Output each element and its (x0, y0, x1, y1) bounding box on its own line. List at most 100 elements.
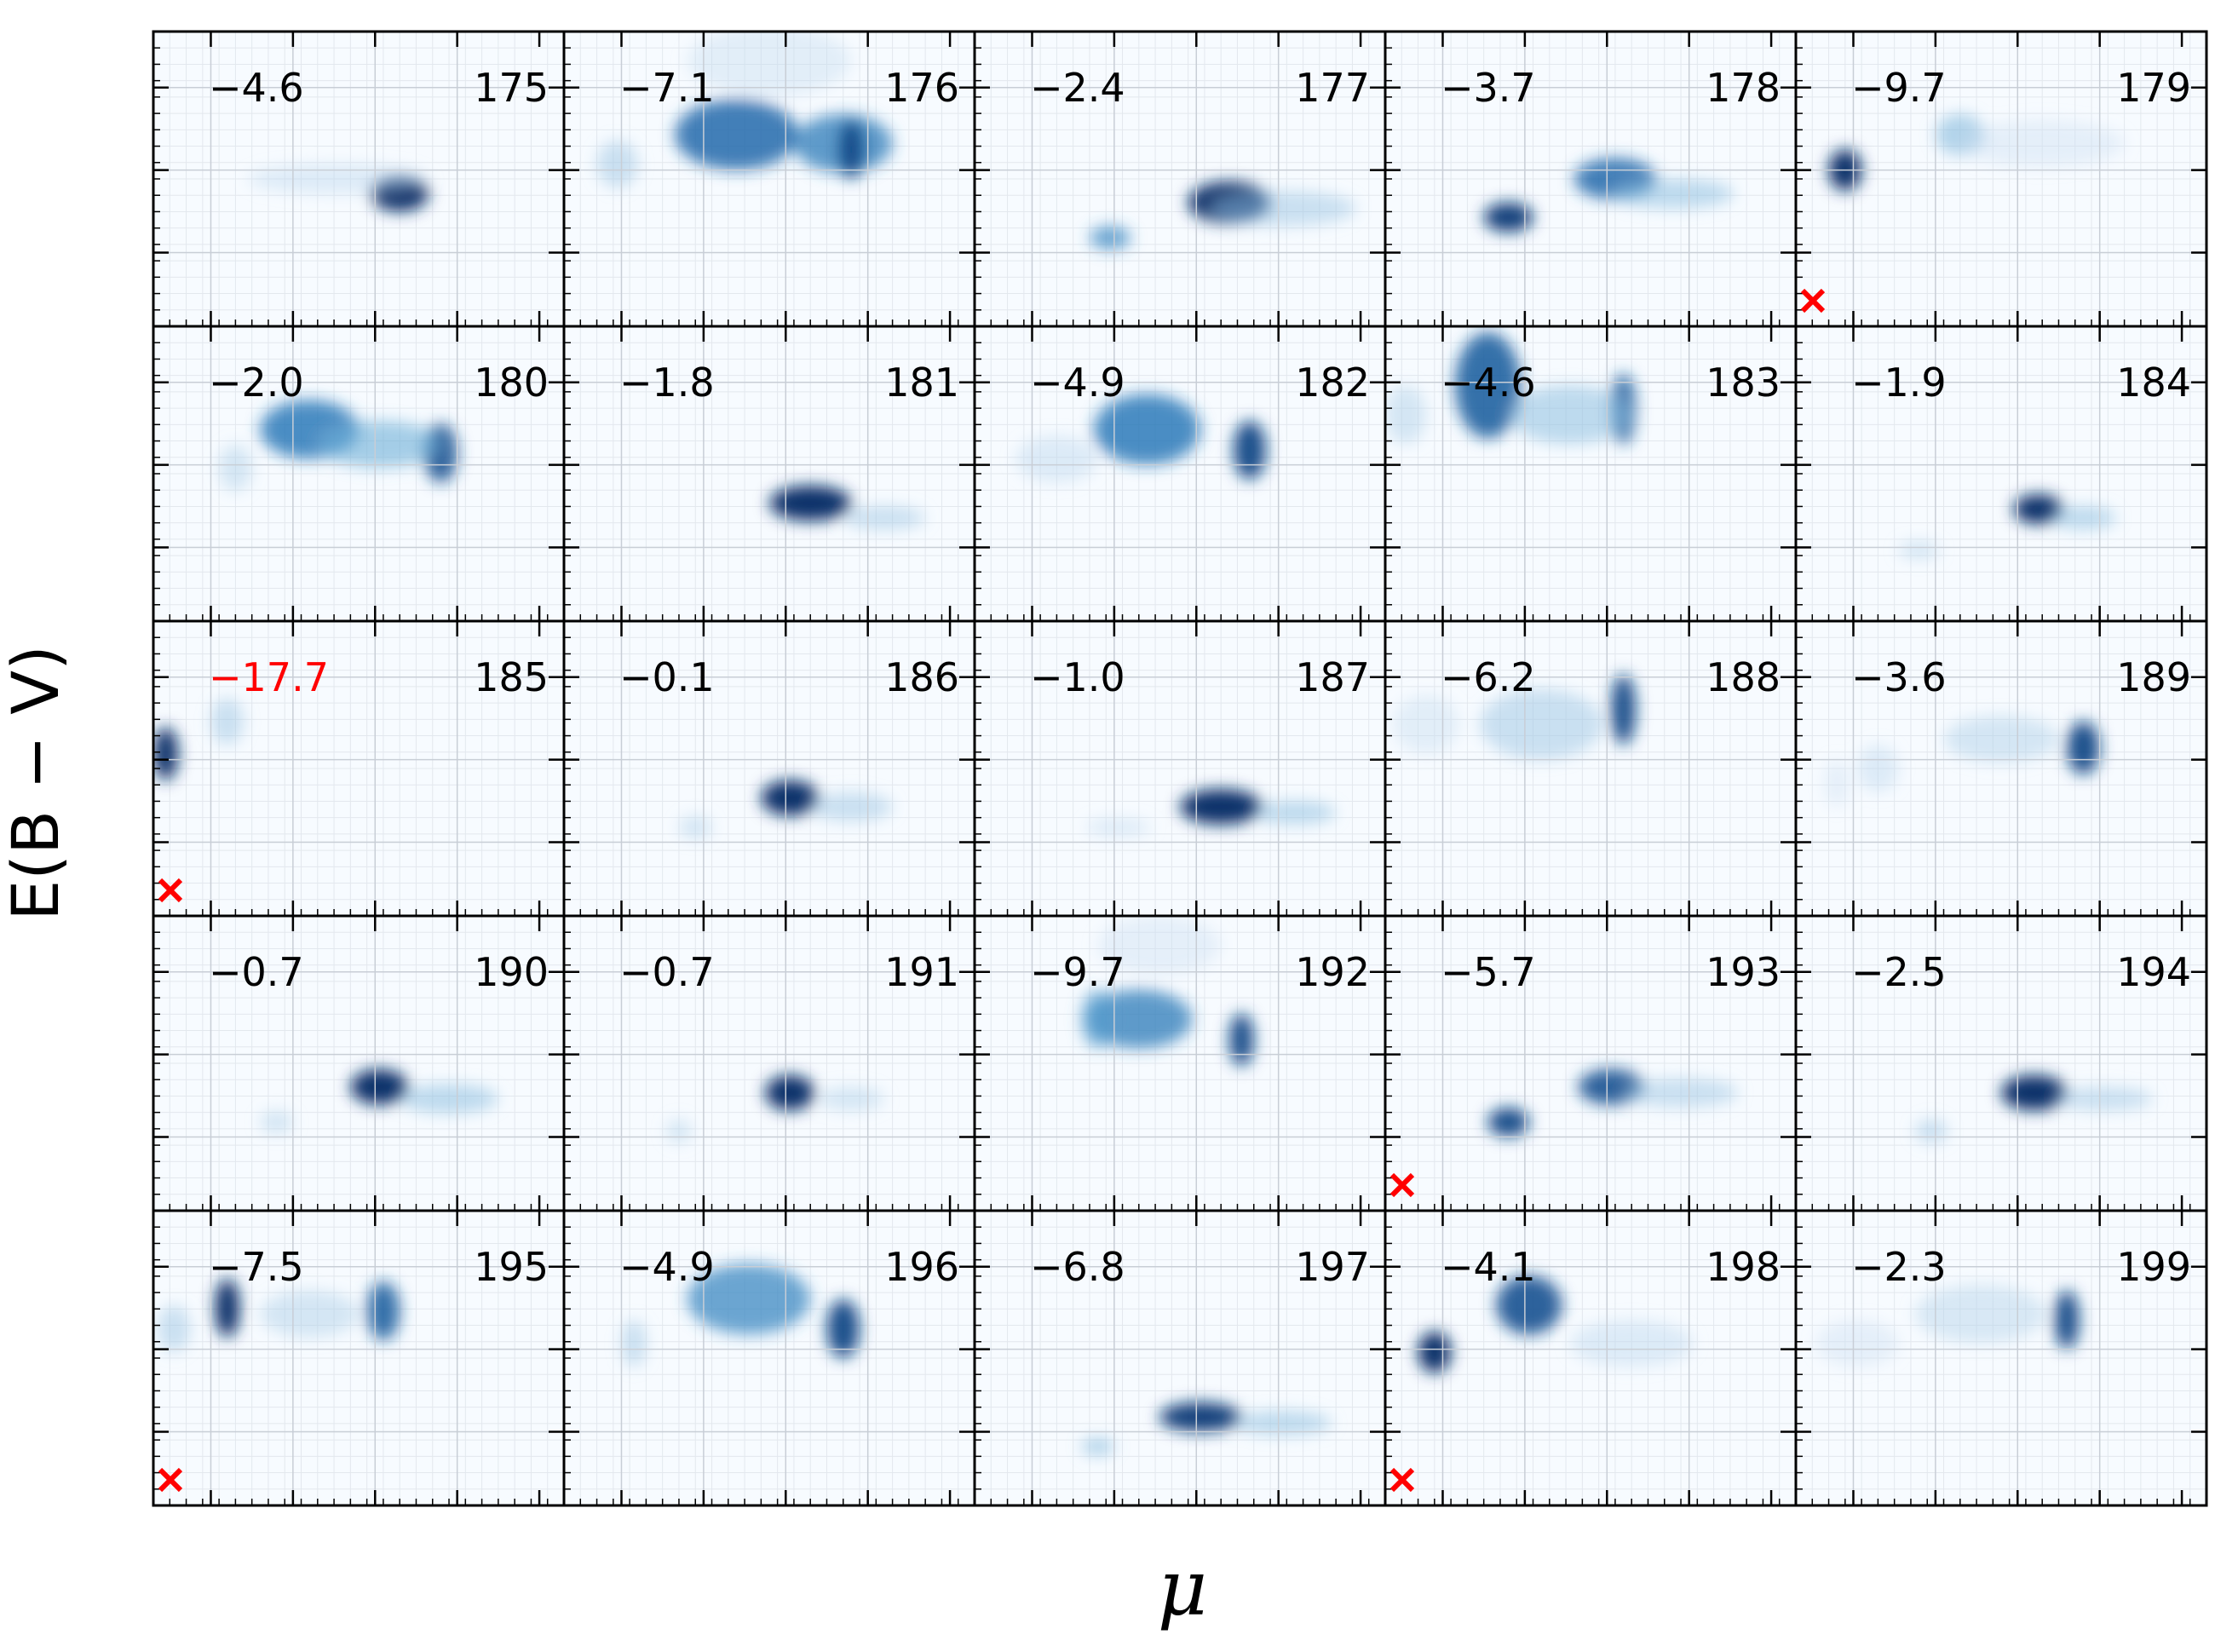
density-blob (675, 99, 798, 170)
panel-score-label: −7.1 (619, 65, 715, 111)
panel-id-label: 175 (474, 65, 549, 111)
panel-score-label: −4.1 (1441, 1244, 1536, 1290)
panel-id-label: 179 (2116, 65, 2191, 111)
density-blob (1253, 801, 1337, 825)
panel-id-label: 188 (1706, 654, 1781, 700)
panel-193: −5.7 193 (1384, 914, 1798, 1212)
density-blob (843, 506, 926, 530)
panel-score-label: −4.6 (1441, 360, 1536, 406)
flag-x-marker (1800, 288, 1826, 314)
panel-178: −3.7 178 (1384, 30, 1798, 328)
density-blob (621, 1320, 647, 1367)
panel-177: −2.4 177 (973, 30, 1387, 328)
density-blob (2050, 506, 2116, 530)
density-blob (2054, 1086, 2154, 1111)
density-blob (761, 780, 819, 816)
density-blob (2067, 721, 2100, 774)
density-blob (769, 485, 852, 521)
x-axis-label: μ (1158, 1544, 1208, 1633)
density-blob (2013, 494, 2063, 524)
density-blob (1824, 759, 1850, 807)
panel-175: −4.6 175 (152, 30, 566, 328)
panel-score-label: −2.4 (1030, 65, 1125, 111)
density-blob (1496, 1275, 1562, 1335)
density-blob (219, 444, 252, 492)
density-blob (1081, 989, 1114, 1049)
density-blob (215, 1278, 240, 1338)
panel-id-label: 189 (2116, 654, 2191, 700)
density-blob (1015, 435, 1098, 483)
panel-188: −6.2 188 (1384, 619, 1798, 918)
density-blob (1159, 1402, 1242, 1432)
panel-184: −1.9 184 (1794, 325, 2208, 623)
density-blob (1228, 1013, 1254, 1067)
density-blob (157, 1304, 191, 1353)
density-blob (317, 420, 441, 469)
density-blob (210, 697, 245, 745)
density-blob (350, 1068, 408, 1105)
panel-196: −4.9 196 (562, 1209, 976, 1507)
density-blob (1180, 789, 1263, 825)
panel-195: −7.5 195 (152, 1209, 566, 1507)
density-blob (1097, 916, 1222, 976)
panel-179: −9.7 179 (1794, 30, 2208, 328)
panel-score-label: −6.2 (1441, 654, 1536, 700)
panel-score-label: −1.0 (1030, 654, 1125, 700)
density-blob (1085, 818, 1152, 837)
density-blob (838, 119, 864, 179)
panel-score-label: −1.8 (619, 360, 715, 406)
density-blob (765, 1074, 815, 1111)
flag-x-marker (1389, 1172, 1415, 1198)
density-blob (1569, 1320, 1694, 1367)
panel-id-label: 187 (1295, 654, 1370, 700)
panels-layer: −4.6 175 −7.1 176 −2.4 177 −3.7 178 −9.7 179 −2.0 1… (152, 30, 2208, 1507)
density-blob (810, 791, 893, 822)
density-blob (2054, 1290, 2080, 1350)
density-blob (687, 1263, 811, 1335)
density-blob (153, 727, 178, 780)
density-blob (1483, 202, 1533, 233)
panel-id-label: 190 (474, 949, 549, 995)
density-blob (1393, 694, 1459, 754)
flag-x-marker (158, 1467, 183, 1493)
y-axis-label: E(B − V) (0, 645, 73, 920)
panel-197: −6.8 197 (973, 1209, 1387, 1507)
panel-187: −1.0 187 (973, 619, 1387, 918)
panel-score-label: −2.5 (1851, 949, 1947, 995)
panel-id-label: 181 (884, 360, 959, 406)
panel-id-label: 184 (2116, 360, 2191, 406)
density-blob (1487, 1107, 1529, 1137)
density-blob (678, 815, 712, 840)
panel-score-label: −2.3 (1851, 1244, 1947, 1290)
panel-score-label: −0.7 (619, 949, 715, 995)
panel-182: −4.9 182 (973, 325, 1387, 623)
density-blob (1089, 226, 1131, 250)
density-blob (1611, 179, 1735, 209)
panel-194: −2.5 194 (1794, 914, 2208, 1212)
panel-190: −0.7 190 (152, 914, 566, 1212)
panel-frame (1794, 1209, 2208, 1507)
panel-id-label: 178 (1706, 65, 1781, 111)
panel-id-label: 177 (1295, 65, 1370, 111)
panel-score-label: −17.7 (209, 654, 329, 700)
density-blob (260, 1110, 293, 1135)
panel-198: −4.1 198 (1384, 1209, 1798, 1507)
flag-x-marker (158, 878, 183, 903)
density-blob (366, 1281, 400, 1341)
density-blob (1914, 1119, 1948, 1143)
density-blob (1816, 1320, 1899, 1367)
panel-id-label: 194 (2116, 949, 2191, 995)
panel-id-label: 193 (1706, 949, 1781, 995)
panel-191: −0.7 191 (562, 914, 976, 1212)
panel-id-label: 198 (1706, 1244, 1781, 1290)
density-blob (400, 1084, 498, 1114)
density-blob (666, 1119, 692, 1143)
panel-id-label: 186 (884, 654, 959, 700)
panel-score-label: −0.1 (619, 654, 715, 700)
density-blob (1081, 1437, 1114, 1456)
panel-score-label: −4.9 (1030, 360, 1125, 406)
density-blob (2001, 1074, 2068, 1111)
panel-id-label: 192 (1295, 949, 1370, 995)
density-blob (1914, 1284, 2047, 1344)
